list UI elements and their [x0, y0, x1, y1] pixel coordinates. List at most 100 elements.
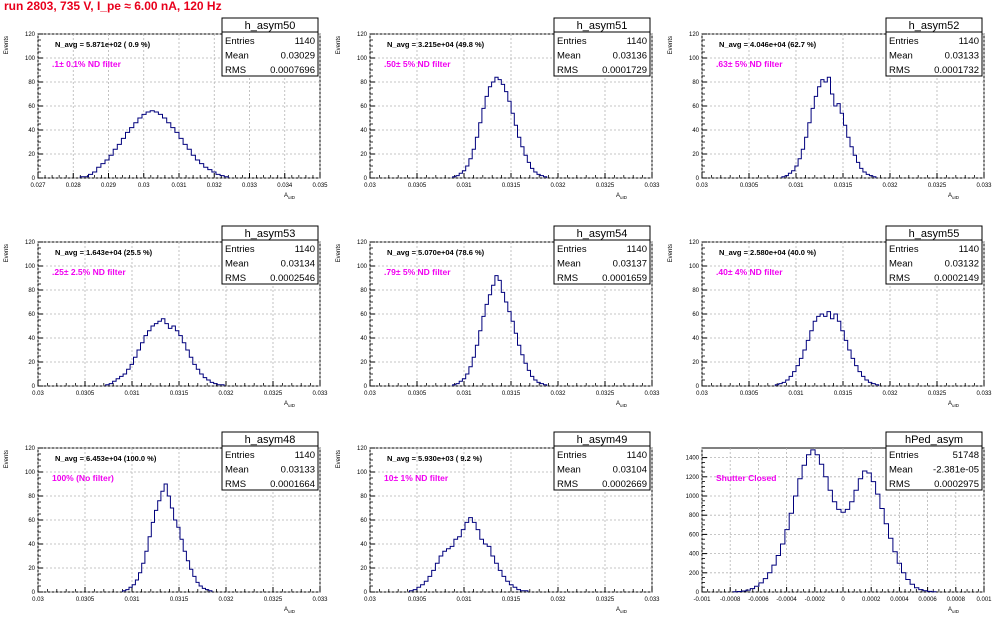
stats-value-rms: 0.0007696	[270, 65, 315, 76]
stats-title: h_asym50	[245, 20, 296, 32]
stats-key-rms: RMS	[557, 65, 578, 76]
y-tick-label: 0	[32, 176, 36, 182]
x-tick-label: 0.0315	[170, 391, 189, 397]
y-tick-label: 60	[28, 312, 35, 318]
x-tick-label: 0.0305	[408, 597, 427, 603]
histogram-line	[122, 483, 213, 592]
stats-key-entries: Entries	[557, 36, 587, 47]
stats-value-entries: 1140	[627, 450, 647, 461]
stats-title: hPed_asym	[905, 434, 963, 446]
y-tick-label: 120	[25, 240, 36, 246]
stats-frame	[885, 17, 983, 77]
y-axis-title: Events	[4, 450, 10, 468]
stats-value-mean: 0.03136	[613, 51, 647, 62]
stats-title: h_asym54	[577, 228, 628, 240]
x-tick-label: 0.027	[30, 183, 46, 189]
stats-value-rms: 0.0002546	[270, 273, 315, 284]
y-tick-label: 200	[689, 571, 700, 577]
stats-title: h_asym51	[577, 20, 628, 32]
x-tick-label: 0.0315	[502, 183, 521, 189]
stats-title: h_asym49	[577, 434, 628, 446]
stats-value-mean: 0.03133	[281, 465, 315, 476]
x-tick-label: 0.0325	[596, 183, 615, 189]
x-tick-label: 0.031	[124, 597, 140, 603]
y-tick-label: 0	[696, 176, 700, 182]
stats-box: h_asym52 Entries 1140 Mean 0.03133 RMS 0.00017…	[885, 17, 983, 77]
panel-h_asym52: 0.03 0.0305 0.031 0.0315 0.032 0.0325 0.033 0 20…	[668, 17, 992, 200]
stats-value-rms: 0.0001664	[270, 479, 315, 490]
stats-value-mean: 0.03133	[945, 51, 979, 62]
x-tick-label: 0.033	[644, 183, 660, 189]
navg-label: N_avg = 1.643e+04 (25.5 %)	[55, 248, 153, 257]
stats-frame	[553, 17, 651, 77]
stats-key-entries: Entries	[889, 450, 919, 461]
y-tick-label: 40	[28, 128, 35, 134]
y-tick-label: 0	[32, 590, 36, 596]
x-tick-label: 0.03	[696, 391, 708, 397]
x-tick-label: -0.0002	[805, 597, 826, 603]
x-tick-label: 0.031	[124, 391, 140, 397]
y-axis-title: Events	[336, 36, 342, 54]
stats-value-rms: 0.0001729	[602, 65, 647, 76]
y-tick-label: 40	[360, 336, 367, 342]
x-tick-label: 0.033	[644, 391, 660, 397]
x-tick-label: 0.034	[277, 183, 293, 189]
y-tick-label: 20	[692, 152, 699, 158]
x-tick-label: 0.0315	[834, 183, 853, 189]
filter-label: .50± 5% ND filter	[384, 59, 451, 69]
y-tick-label: 60	[360, 312, 367, 318]
y-axis-title: Events	[4, 36, 10, 54]
stats-key-mean: Mean	[557, 51, 581, 62]
y-tick-label: 80	[692, 288, 699, 294]
x-tick-label: 0.033	[242, 183, 258, 189]
y-tick-label: 40	[360, 542, 367, 548]
stats-key-mean: Mean	[225, 259, 249, 270]
panel-h_asym53: 0.03 0.0305 0.031 0.0315 0.032 0.0325 0.033 0 20…	[4, 225, 328, 408]
y-tick-label: 40	[692, 128, 699, 134]
histogram-line	[452, 275, 548, 386]
stats-title: h_asym48	[245, 434, 296, 446]
x-axis-subscript: uID	[952, 609, 960, 614]
stats-frame	[885, 225, 983, 285]
stats-key-rms: RMS	[889, 479, 910, 490]
y-tick-label: 120	[357, 446, 368, 452]
x-tick-label: 0.03	[364, 391, 376, 397]
x-tick-label: 0.032	[550, 597, 566, 603]
x-tick-label: 0.03	[364, 597, 376, 603]
stats-value-rms: 0.0002149	[934, 273, 979, 284]
x-axis-subscript: uID	[620, 403, 628, 408]
panel-h_asym55: 0.03 0.0305 0.031 0.0315 0.032 0.0325 0.033 0 20…	[668, 225, 992, 408]
y-tick-label: 40	[28, 336, 35, 342]
x-tick-label: 0.033	[312, 597, 328, 603]
stats-box: h_asym50 Entries 1140 Mean 0.03029 RMS 0.00076…	[221, 17, 319, 77]
x-tick-label: 0.0004	[890, 597, 909, 603]
x-axis-title: AuID	[948, 401, 960, 408]
stats-key-entries: Entries	[225, 244, 255, 255]
y-tick-label: 120	[25, 32, 36, 38]
x-tick-label: 0.0008	[947, 597, 966, 603]
stats-key-entries: Entries	[557, 244, 587, 255]
x-axis-subscript: uID	[620, 195, 628, 200]
stats-key-entries: Entries	[557, 450, 587, 461]
histogram-line	[732, 449, 937, 593]
y-tick-label: 80	[28, 80, 35, 86]
y-axis-title: Events	[668, 244, 674, 262]
y-tick-label: 0	[364, 176, 368, 182]
y-axis-title: Events	[336, 450, 342, 468]
y-tick-label: 20	[28, 360, 35, 366]
navg-label: N_avg = 2.580e+04 (40.0 %)	[719, 248, 817, 257]
stats-key-rms: RMS	[225, 479, 246, 490]
navg-label: N_avg = 6.453e+04 (100.0 %)	[55, 454, 157, 463]
x-tick-label: 0.032	[550, 183, 566, 189]
x-axis-subscript: uID	[952, 195, 960, 200]
stats-key-rms: RMS	[889, 65, 910, 76]
x-axis-subscript: uID	[288, 609, 296, 614]
x-tick-label: 0.033	[312, 391, 328, 397]
stats-key-entries: Entries	[225, 36, 255, 47]
stats-frame	[885, 431, 983, 491]
stats-value-entries: 1140	[295, 36, 315, 47]
stats-box: h_asym55 Entries 1140 Mean 0.03132 RMS 0.00021…	[885, 225, 983, 285]
y-tick-label: 1000	[686, 494, 700, 500]
stats-value-rms: 0.0002669	[602, 479, 647, 490]
x-tick-label: 0.031	[171, 183, 187, 189]
